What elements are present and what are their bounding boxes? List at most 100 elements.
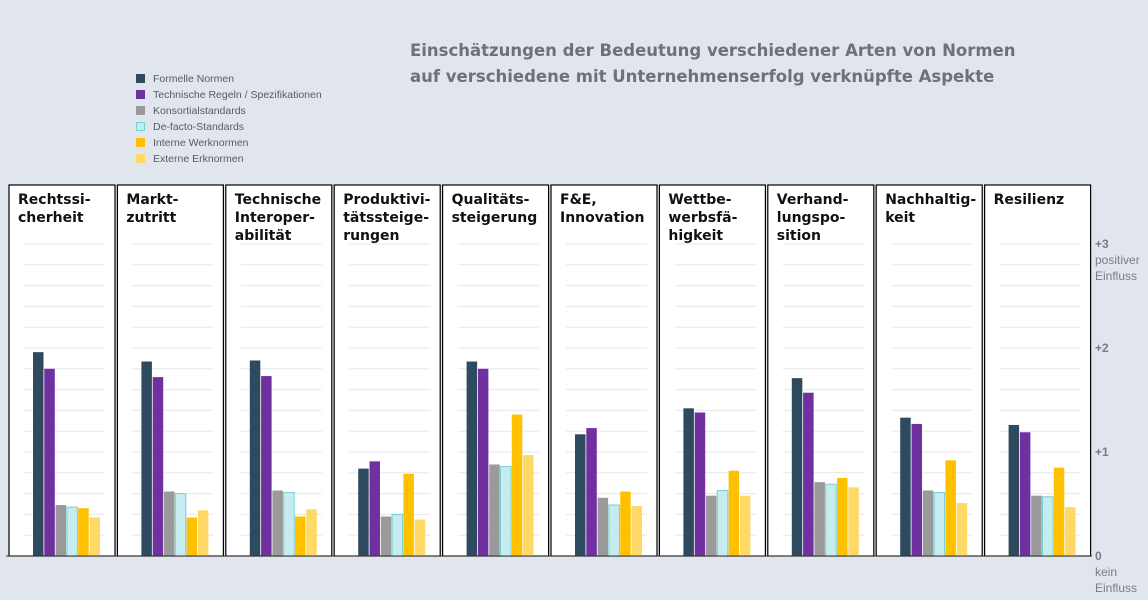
bar xyxy=(295,516,306,556)
bar xyxy=(33,352,44,556)
legend-swatch xyxy=(136,106,145,115)
bar xyxy=(597,497,609,556)
bar xyxy=(306,509,317,556)
bar xyxy=(500,466,512,557)
legend-swatch xyxy=(136,122,145,131)
legend-label: Formelle Normen xyxy=(153,73,235,85)
panel-title: F&E, xyxy=(560,192,597,208)
bar xyxy=(358,468,369,556)
bar xyxy=(814,482,825,556)
y-tick-label: Einfluss xyxy=(1095,269,1137,283)
panel-frame xyxy=(983,184,1092,557)
bar xyxy=(706,495,717,556)
panel-title: Qualitäts- xyxy=(452,192,530,208)
y-tick-label: 0 xyxy=(1095,549,1102,563)
bar xyxy=(283,492,295,557)
bar xyxy=(391,513,404,557)
y-tick-label: Einfluss xyxy=(1095,581,1137,595)
bar xyxy=(739,495,751,556)
panel-frame xyxy=(658,184,767,557)
panel-title: Produktivi- xyxy=(343,192,430,208)
y-tick-label: +3 xyxy=(1095,237,1109,251)
chart-title-line-1: Einschätzungen der Bedeutung verschieden… xyxy=(410,41,1016,60)
bar xyxy=(900,417,911,556)
bar xyxy=(848,487,859,556)
bar xyxy=(66,506,78,557)
bar xyxy=(956,502,968,556)
panel-title: zutritt xyxy=(126,210,176,226)
bar xyxy=(186,517,198,556)
bar xyxy=(89,517,100,556)
panel-title: rungen xyxy=(343,228,399,244)
panel-title: lungspo- xyxy=(777,210,846,226)
legend-swatch xyxy=(136,154,145,163)
bar xyxy=(523,455,534,556)
bar xyxy=(922,490,934,556)
panel-title: keit xyxy=(885,210,915,226)
panel-title: cherheit xyxy=(18,210,84,226)
panel-title: steigerung xyxy=(452,210,538,226)
bar xyxy=(78,508,89,556)
bar xyxy=(631,506,642,556)
panel-title: abilität xyxy=(235,228,292,244)
bar xyxy=(933,492,946,557)
bar xyxy=(586,428,597,556)
bar xyxy=(791,378,803,556)
panel-title: Innovation xyxy=(560,210,644,226)
legend-swatch xyxy=(136,138,145,147)
bar xyxy=(575,434,586,556)
bar xyxy=(620,491,631,556)
legend-swatch xyxy=(136,90,145,99)
bar xyxy=(1008,424,1020,556)
bar xyxy=(164,491,175,556)
panel-frame xyxy=(8,184,116,557)
panel-title: Rechtssi- xyxy=(18,192,91,208)
panel-title: Nachhaltig- xyxy=(885,192,976,208)
bar xyxy=(694,412,706,556)
panel-frame xyxy=(333,184,441,557)
y-tick-label: +2 xyxy=(1095,341,1109,355)
bar xyxy=(466,361,478,556)
bar xyxy=(174,493,187,557)
y-tick-label: positiver xyxy=(1095,253,1140,267)
panel-frame xyxy=(550,184,658,557)
bar xyxy=(249,360,261,556)
y-tick-label: kein xyxy=(1095,565,1117,579)
bar xyxy=(683,408,694,556)
bar xyxy=(1042,496,1054,557)
bar xyxy=(911,423,922,556)
bar xyxy=(837,478,848,556)
panel-title: Markt- xyxy=(126,192,178,208)
bar xyxy=(825,483,837,557)
bar xyxy=(369,461,380,556)
panel-title: Wettbe- xyxy=(668,192,731,208)
legend-swatch xyxy=(136,74,145,83)
bar xyxy=(1031,495,1042,556)
legend-label: Interne Werknormen xyxy=(153,137,249,149)
bar xyxy=(272,490,283,556)
bar xyxy=(197,510,209,556)
bar xyxy=(511,414,523,556)
panel-title: Verhand- xyxy=(777,192,849,208)
bar xyxy=(1053,467,1065,556)
bar xyxy=(414,519,426,556)
bar xyxy=(945,460,956,556)
bar xyxy=(716,489,729,557)
bar xyxy=(55,505,67,556)
panel-title: Resilienz xyxy=(994,192,1065,208)
bar xyxy=(403,473,414,556)
panel-title: higkeit xyxy=(668,228,723,244)
panel-title: Technische xyxy=(235,192,321,208)
chart-title-line-2: auf verschiedene mit Unternehmenserfolg … xyxy=(410,67,995,86)
panel-title: werbsfä- xyxy=(668,210,737,226)
bar xyxy=(141,361,152,556)
bar xyxy=(261,376,272,556)
bar xyxy=(489,464,500,556)
legend-label: Externe Erknormen xyxy=(153,153,244,165)
legend-label: Konsortialstandards xyxy=(153,105,246,117)
bar xyxy=(1019,432,1031,556)
panel-title: sition xyxy=(777,228,821,244)
bar xyxy=(380,516,392,556)
bar xyxy=(608,504,620,557)
